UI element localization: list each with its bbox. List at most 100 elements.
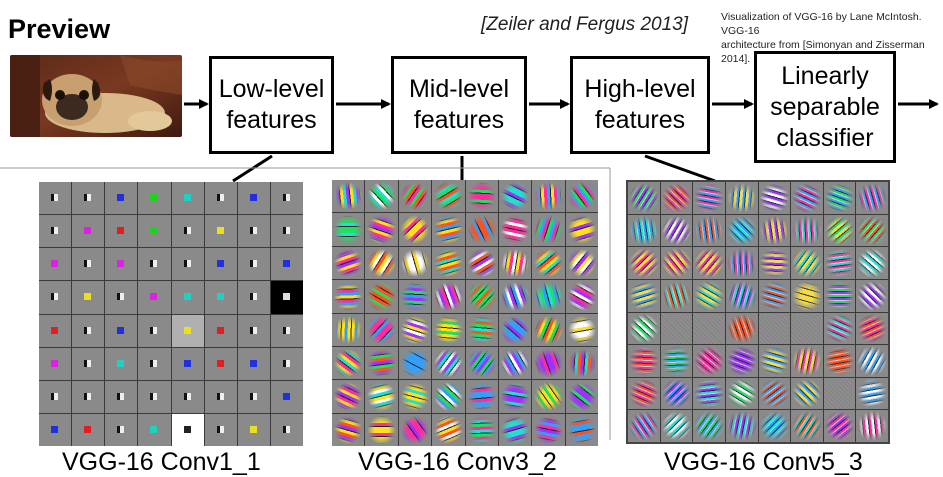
filter-dot	[117, 293, 125, 301]
filter-dot	[183, 359, 191, 367]
filter-cell	[823, 345, 856, 377]
filter-dot	[51, 425, 59, 433]
filter-dot	[282, 392, 290, 400]
filter-cell	[398, 180, 432, 213]
filter-cell	[791, 410, 823, 442]
filter-dot	[282, 425, 290, 433]
filter-dot	[249, 359, 257, 367]
filter-cell	[823, 279, 856, 312]
filter-cell	[105, 281, 138, 314]
filter-cell	[856, 247, 888, 279]
filter-dot	[84, 359, 92, 367]
filter-cell	[791, 377, 823, 410]
filter-cell	[171, 314, 204, 347]
filter-cell	[138, 182, 171, 215]
filter-cell	[237, 347, 270, 380]
credit-line-1: Visualization of VGG-16 by Lane McIntosh…	[721, 11, 922, 37]
filter-dot	[51, 227, 59, 235]
panel-conv5-3: VGG-16 Conv5_3	[620, 180, 943, 476]
filter-cell	[758, 312, 791, 345]
filter-cell	[204, 413, 237, 446]
filter-dot	[51, 194, 59, 202]
filter-cell	[565, 380, 598, 413]
filter-dot	[150, 359, 158, 367]
filter-cell	[498, 280, 532, 313]
filter-cell	[432, 313, 465, 346]
filter-dot	[150, 326, 158, 334]
filter-dot	[282, 326, 290, 334]
filter-dot	[249, 326, 257, 334]
filter-cell	[465, 246, 498, 280]
filter-cell	[432, 246, 465, 280]
filter-cell	[204, 248, 237, 281]
filter-cell	[725, 279, 758, 312]
filter-cell	[432, 213, 465, 246]
filter-dot	[216, 326, 224, 334]
filter-cell	[660, 247, 693, 279]
filter-cell	[105, 380, 138, 413]
filter-cell	[171, 413, 204, 446]
filter-cell	[138, 380, 171, 413]
filter-cell	[856, 182, 888, 214]
filter-cell	[398, 313, 432, 346]
stage-high-level-line1: High-level	[584, 75, 696, 103]
filter-cell	[204, 314, 237, 347]
caption-conv3-2: VGG-16 Conv3_2	[358, 448, 557, 476]
filter-dot	[51, 326, 59, 334]
filter-dot	[216, 392, 224, 400]
filter-cell	[791, 182, 823, 214]
filter-cell	[725, 312, 758, 345]
filter-dot	[84, 392, 92, 400]
filter-cell	[693, 279, 725, 312]
stage-high-level-line2: features	[594, 106, 686, 134]
filter-cell	[365, 413, 398, 446]
filter-cell	[237, 182, 270, 215]
credit-note: Visualization of VGG-16 by Lane McIntosh…	[721, 10, 941, 66]
filter-cell	[565, 246, 598, 280]
filter-cell	[791, 312, 823, 345]
filter-cell	[365, 280, 398, 313]
filter-cell	[332, 280, 365, 313]
stage-high-level: High-level features	[570, 56, 710, 154]
connector-high	[644, 154, 716, 183]
filter-cell	[432, 380, 465, 413]
filter-cell	[332, 313, 365, 346]
filter-dot	[183, 326, 191, 334]
filter-cell	[105, 215, 138, 248]
filter-cell	[628, 279, 660, 312]
filter-cell	[398, 246, 432, 280]
filter-cell	[498, 213, 532, 246]
filter-dot	[183, 194, 191, 202]
filter-cell	[565, 280, 598, 313]
filter-cell	[270, 314, 303, 347]
filter-cell	[693, 182, 725, 214]
filter-cell	[498, 313, 532, 346]
filter-cell	[725, 182, 758, 214]
filter-cell	[758, 410, 791, 442]
filter-cell	[332, 180, 365, 213]
filter-cell	[332, 413, 365, 446]
filter-cell	[365, 313, 398, 346]
filter-cell	[758, 279, 791, 312]
filter-cell	[465, 213, 498, 246]
filter-cell	[660, 214, 693, 247]
filter-dot	[249, 425, 257, 433]
filter-cell	[270, 380, 303, 413]
filter-cell	[270, 248, 303, 281]
filter-cell	[332, 246, 365, 280]
filter-cell	[138, 347, 171, 380]
filter-cell	[270, 347, 303, 380]
filter-cell	[171, 215, 204, 248]
filter-cell	[725, 345, 758, 377]
filter-cell	[693, 410, 725, 442]
filter-cell	[498, 346, 532, 380]
filter-cell	[725, 377, 758, 410]
filter-dot	[216, 194, 224, 202]
filter-dot	[84, 425, 92, 433]
filter-cell	[532, 213, 565, 246]
filter-cell	[565, 346, 598, 380]
filter-dot	[117, 227, 125, 235]
stage-classifier-line2: separable	[770, 92, 880, 121]
filter-cell	[758, 345, 791, 377]
filter-cell	[237, 215, 270, 248]
